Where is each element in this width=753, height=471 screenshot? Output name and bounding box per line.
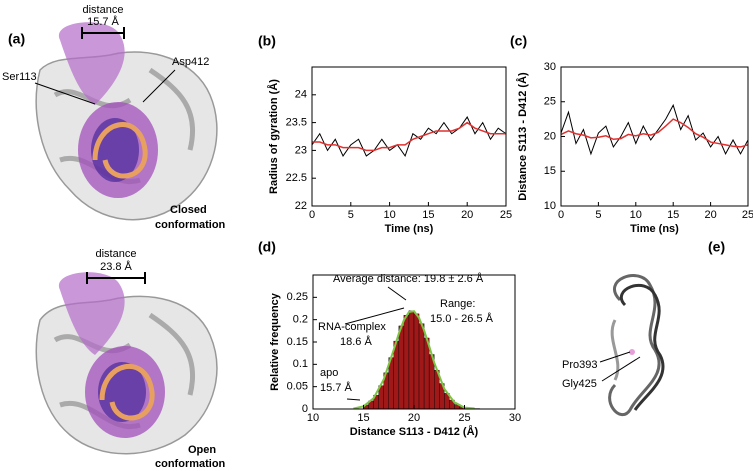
series-line bbox=[560, 103, 749, 156]
annotation: 18.6 Å bbox=[340, 335, 372, 348]
y-axis-label: Radius of gyration (Å) bbox=[267, 79, 280, 194]
residue-label: Ser113 bbox=[2, 71, 37, 83]
x-tick-label: 20 bbox=[704, 209, 716, 221]
state-label: conformation bbox=[155, 458, 226, 470]
fit-line bbox=[353, 310, 475, 410]
x-tick-label: 15 bbox=[667, 209, 679, 221]
pointer bbox=[599, 351, 631, 363]
x-tick-label: 10 bbox=[630, 209, 642, 221]
y-tick-label: 22 bbox=[295, 200, 307, 212]
y-tick-label: 0.15 bbox=[287, 336, 308, 348]
panel-label: (b) bbox=[258, 33, 276, 49]
y-axis-label: Relative frequency bbox=[269, 292, 281, 391]
overlay-structure bbox=[608, 274, 665, 417]
x-tick-label: 10 bbox=[383, 209, 395, 221]
series-line bbox=[560, 118, 749, 148]
x-tick-label: 5 bbox=[348, 209, 354, 221]
y-tick-label: 25 bbox=[544, 96, 556, 108]
histogram-bar bbox=[423, 337, 430, 410]
annotation-arrow bbox=[344, 286, 407, 401]
residue-label: Gly425 bbox=[562, 378, 597, 390]
y-tick-label: 15 bbox=[544, 165, 556, 177]
y-axis-label: Distance S113 - D412 (Å) bbox=[516, 72, 529, 201]
y-tick-label: 10 bbox=[544, 200, 556, 212]
state-label: Open bbox=[188, 444, 216, 456]
x-tick-label: 10 bbox=[307, 412, 319, 424]
annotation: Range: bbox=[440, 298, 475, 310]
x-tick-label: 20 bbox=[461, 209, 473, 221]
y-tick-label: 0.1 bbox=[293, 358, 308, 370]
y-tick-label: 23.5 bbox=[286, 117, 307, 129]
distance-value: 23.8 Å bbox=[100, 260, 132, 273]
residue-label: Asp412 bbox=[172, 56, 209, 68]
state-label: conformation bbox=[155, 219, 226, 231]
x-axis-label: Time (ns) bbox=[385, 223, 434, 235]
panel-label: (c) bbox=[510, 33, 527, 49]
x-tick-label: 15 bbox=[357, 412, 369, 424]
x-tick-label: 15 bbox=[422, 209, 434, 221]
x-axis-label: Distance S113 - D412 (Å) bbox=[350, 425, 479, 438]
annotation: 15.0 - 26.5 Å bbox=[430, 312, 494, 325]
x-tick-label: 25 bbox=[458, 412, 470, 424]
x-tick-label: 0 bbox=[558, 209, 564, 221]
x-tick-label: 30 bbox=[509, 412, 521, 424]
histogram-bar bbox=[403, 315, 410, 410]
x-tick-label: 25 bbox=[742, 209, 753, 221]
annotation: apo bbox=[320, 367, 338, 379]
x-tick-label: 25 bbox=[500, 209, 512, 221]
y-tick-label: 22.5 bbox=[286, 172, 307, 184]
annotation: RNA-complex bbox=[318, 321, 386, 333]
series-line bbox=[311, 116, 507, 158]
y-tick-label: 0.2 bbox=[293, 314, 308, 326]
y-tick-label: 0.05 bbox=[287, 381, 308, 393]
y-tick-label: 24 bbox=[295, 89, 307, 101]
x-tick-label: 20 bbox=[408, 412, 420, 424]
distance-label: distance bbox=[83, 4, 124, 16]
histogram-bar bbox=[398, 325, 405, 410]
open-structure bbox=[35, 272, 218, 455]
closed-structure bbox=[34, 22, 218, 221]
pointer bbox=[601, 356, 641, 382]
annotation: Average distance: 19.8 ± 2.6 Å bbox=[333, 272, 484, 285]
y-tick-label: 20 bbox=[544, 130, 556, 142]
distance-value: 15.7 Å bbox=[87, 15, 119, 28]
x-tick-label: 0 bbox=[309, 209, 315, 221]
panel-label: (e) bbox=[708, 239, 725, 255]
histogram-bar bbox=[418, 323, 425, 410]
histogram-bar bbox=[393, 340, 400, 410]
distance-label: distance bbox=[96, 248, 137, 260]
y-tick-label: 30 bbox=[544, 61, 556, 73]
histogram-bar bbox=[408, 310, 415, 410]
x-tick-label: 5 bbox=[595, 209, 601, 221]
histogram-bar bbox=[413, 313, 420, 410]
y-tick-label: 0 bbox=[302, 403, 308, 415]
panel-label: (a) bbox=[8, 31, 25, 47]
y-tick-label: 23 bbox=[295, 144, 307, 156]
plot-frame bbox=[311, 66, 507, 207]
state-label: Closed bbox=[170, 204, 207, 216]
residue-label: Pro393 bbox=[562, 359, 597, 371]
annotation: 15.7 Å bbox=[320, 381, 352, 394]
y-tick-label: 0.25 bbox=[287, 291, 308, 303]
series-line bbox=[312, 121, 506, 152]
x-axis-label: Time (ns) bbox=[630, 223, 679, 235]
panel-label: (d) bbox=[258, 239, 276, 255]
